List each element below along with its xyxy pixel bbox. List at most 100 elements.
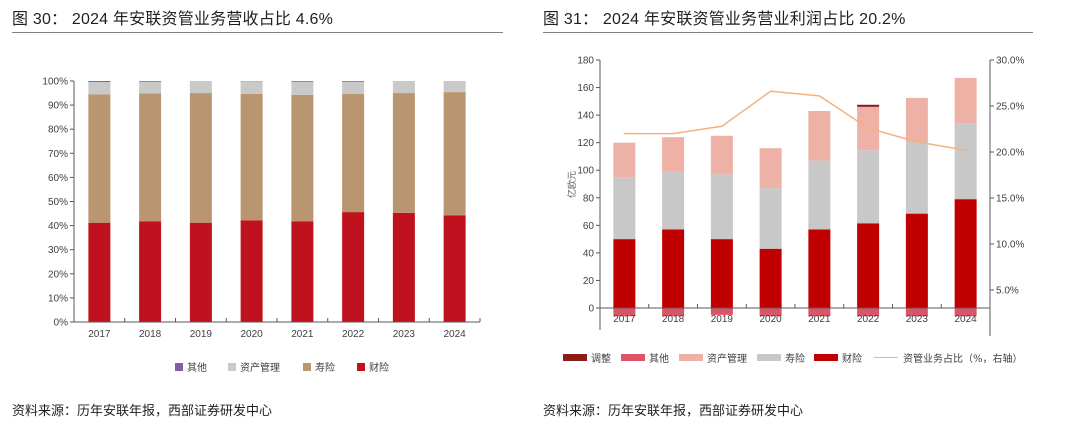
profit-bar-2022-其他 xyxy=(857,308,880,317)
profit-bar-2023-财险 xyxy=(905,213,928,308)
revenue-bar-2019-寿险 xyxy=(189,93,212,223)
revenue-bar-2021-资产管理 xyxy=(291,81,314,95)
profit-x-tick-label: 2020 xyxy=(760,314,783,325)
profit-am-share-line xyxy=(624,90,966,151)
legend-swatch-am-share-line xyxy=(874,357,898,358)
profit-bar-2021-资产管理 xyxy=(808,110,831,161)
legend-swatch-life-r xyxy=(757,354,781,361)
profit-bar-2020-资产管理 xyxy=(759,148,782,189)
profit-bar-2023-资产管理 xyxy=(905,97,928,142)
revenue-bar-2017-其他 xyxy=(88,81,111,82)
profit-y-tick-label: 20 xyxy=(583,276,595,287)
revenue-bar-2023-资产管理 xyxy=(392,81,415,94)
legend-item-asset-management-r: 资产管理 xyxy=(679,350,747,365)
profit-bar-2021-其他 xyxy=(808,308,831,317)
revenue-x-tick-label: 2021 xyxy=(291,329,314,340)
figure-31-source: 资料来源：历年安联年报，西部证券研发中心 xyxy=(543,404,804,419)
figure-30-title: 图 30： 2024 年安联资管业务营收占比 4.6% xyxy=(12,11,334,28)
revenue-bar-2017-资产管理 xyxy=(88,81,111,95)
profit-bar-2018-财险 xyxy=(662,229,685,308)
legend-label-adjustment: 调整 xyxy=(591,354,611,365)
profit-y-tick-label: 160 xyxy=(577,83,594,94)
figure-30-source: 资料来源：历年安联年报，西部证券研发中心 xyxy=(12,404,273,419)
revenue-y-tick-label: 100% xyxy=(42,77,68,88)
legend-swatch-adjustment xyxy=(563,354,587,361)
revenue-x-tick-label: 2018 xyxy=(139,329,162,340)
legend-item-life-r: 寿险 xyxy=(757,350,805,365)
revenue-x-tick-label: 2019 xyxy=(190,329,213,340)
legend-label-life-r: 寿险 xyxy=(785,354,805,365)
profit-bar-2020-财险 xyxy=(759,248,782,308)
revenue-y-tick-label: 30% xyxy=(48,245,68,256)
revenue-bar-2020-财险 xyxy=(240,220,263,322)
profit-x-tick-label: 2022 xyxy=(857,314,880,325)
profit-y-tick-label: 180 xyxy=(577,56,594,67)
revenue-bar-2020-寿险 xyxy=(240,94,263,221)
profit-y-tick-label: 100 xyxy=(577,166,594,177)
profit-y-tick-label: 0 xyxy=(588,304,594,315)
revenue-bar-2023-财险 xyxy=(392,212,415,322)
legend-label-asset-management-r: 资产管理 xyxy=(707,354,747,365)
profit-am-share-point-2018 xyxy=(672,132,674,135)
profit-y2-tick-label: 15.0% xyxy=(996,194,1024,205)
legend-swatch-other xyxy=(175,362,183,371)
profit-bar-2019-资产管理 xyxy=(710,135,733,175)
profit-y2-tick-label: 5.0% xyxy=(996,286,1019,297)
legend-label-other: 其他 xyxy=(187,363,207,374)
revenue-bar-2024-财险 xyxy=(443,215,466,322)
revenue-x-tick-label: 2020 xyxy=(241,329,264,340)
legend-label-other-r: 其他 xyxy=(649,354,669,365)
revenue-bar-2021-财险 xyxy=(291,221,314,322)
profit-bar-2018-资产管理 xyxy=(662,137,685,172)
revenue-bar-2019-资产管理 xyxy=(189,81,212,94)
revenue-bar-2019-财险 xyxy=(189,222,212,322)
profit-bar-2017-其他 xyxy=(613,308,636,317)
figure-30-title-rule xyxy=(12,32,503,33)
profit-x-tick-label: 2018 xyxy=(662,314,685,325)
revenue-bar-2023-寿险 xyxy=(392,93,415,213)
profit-am-share-point-2020 xyxy=(769,90,772,93)
legend-label-property: 财险 xyxy=(369,363,389,374)
profit-y2-tick-label: 20.0% xyxy=(996,148,1024,159)
profit-bar-2019-寿险 xyxy=(710,174,733,240)
revenue-x-tick-label: 2022 xyxy=(342,329,365,340)
legend-item-other-r: 其他 xyxy=(621,350,669,365)
revenue-y-tick-label: 80% xyxy=(48,125,68,136)
revenue-bar-2022-资产管理 xyxy=(342,81,365,95)
legend-label-asset-management: 资产管理 xyxy=(240,363,280,374)
profit-x-tick-label: 2023 xyxy=(906,314,929,325)
profit-bar-2022-调整 xyxy=(857,104,880,107)
profit-x-tick-label: 2024 xyxy=(955,314,978,325)
profit-bar-2022-财险 xyxy=(857,223,880,308)
profit-bar-2020-寿险 xyxy=(759,188,782,249)
legend-swatch-asset-management-r xyxy=(679,354,703,361)
profit-bar-2024-寿险 xyxy=(954,123,977,200)
legend-swatch-property-r xyxy=(814,354,838,361)
profit-bar-2019-财险 xyxy=(710,239,733,308)
revenue-bar-2018-其他 xyxy=(139,81,162,82)
profit-am-share-point-2022 xyxy=(867,127,869,129)
profit-am-share-point-2024 xyxy=(964,149,967,151)
revenue-y-tick-label: 60% xyxy=(48,173,68,184)
revenue-y-tick-label: 20% xyxy=(48,269,68,280)
revenue-bar-2017-财险 xyxy=(88,222,111,322)
revenue-bar-2018-财险 xyxy=(139,221,162,322)
legend-item-asset-management: 资产管理 xyxy=(228,359,280,374)
profit-y-tick-label: 140 xyxy=(577,111,594,122)
figure-31-title-rule xyxy=(543,32,1033,33)
profit-bar-2022-寿险 xyxy=(857,150,880,224)
profit-am-share-point-2019 xyxy=(721,125,723,128)
profit-am-share-point-2017 xyxy=(623,132,626,135)
legend-item-property-r: 财险 xyxy=(814,350,862,365)
revenue-y-tick-label: 70% xyxy=(48,149,68,160)
legend-item-property: 财险 xyxy=(357,359,389,374)
legend-label-am-share-line: 资管业务占比（%，右轴） xyxy=(903,354,1023,365)
legend-swatch-life xyxy=(303,362,311,371)
revenue-bar-2021-寿险 xyxy=(291,94,314,222)
profit-x-tick-label: 2019 xyxy=(711,314,734,325)
profit-y2-tick-label: 10.0% xyxy=(996,240,1024,251)
profit-am-share-point-2021 xyxy=(818,95,821,97)
revenue-bar-2024-资产管理 xyxy=(443,81,466,93)
profit-x-tick-label: 2017 xyxy=(613,314,636,325)
